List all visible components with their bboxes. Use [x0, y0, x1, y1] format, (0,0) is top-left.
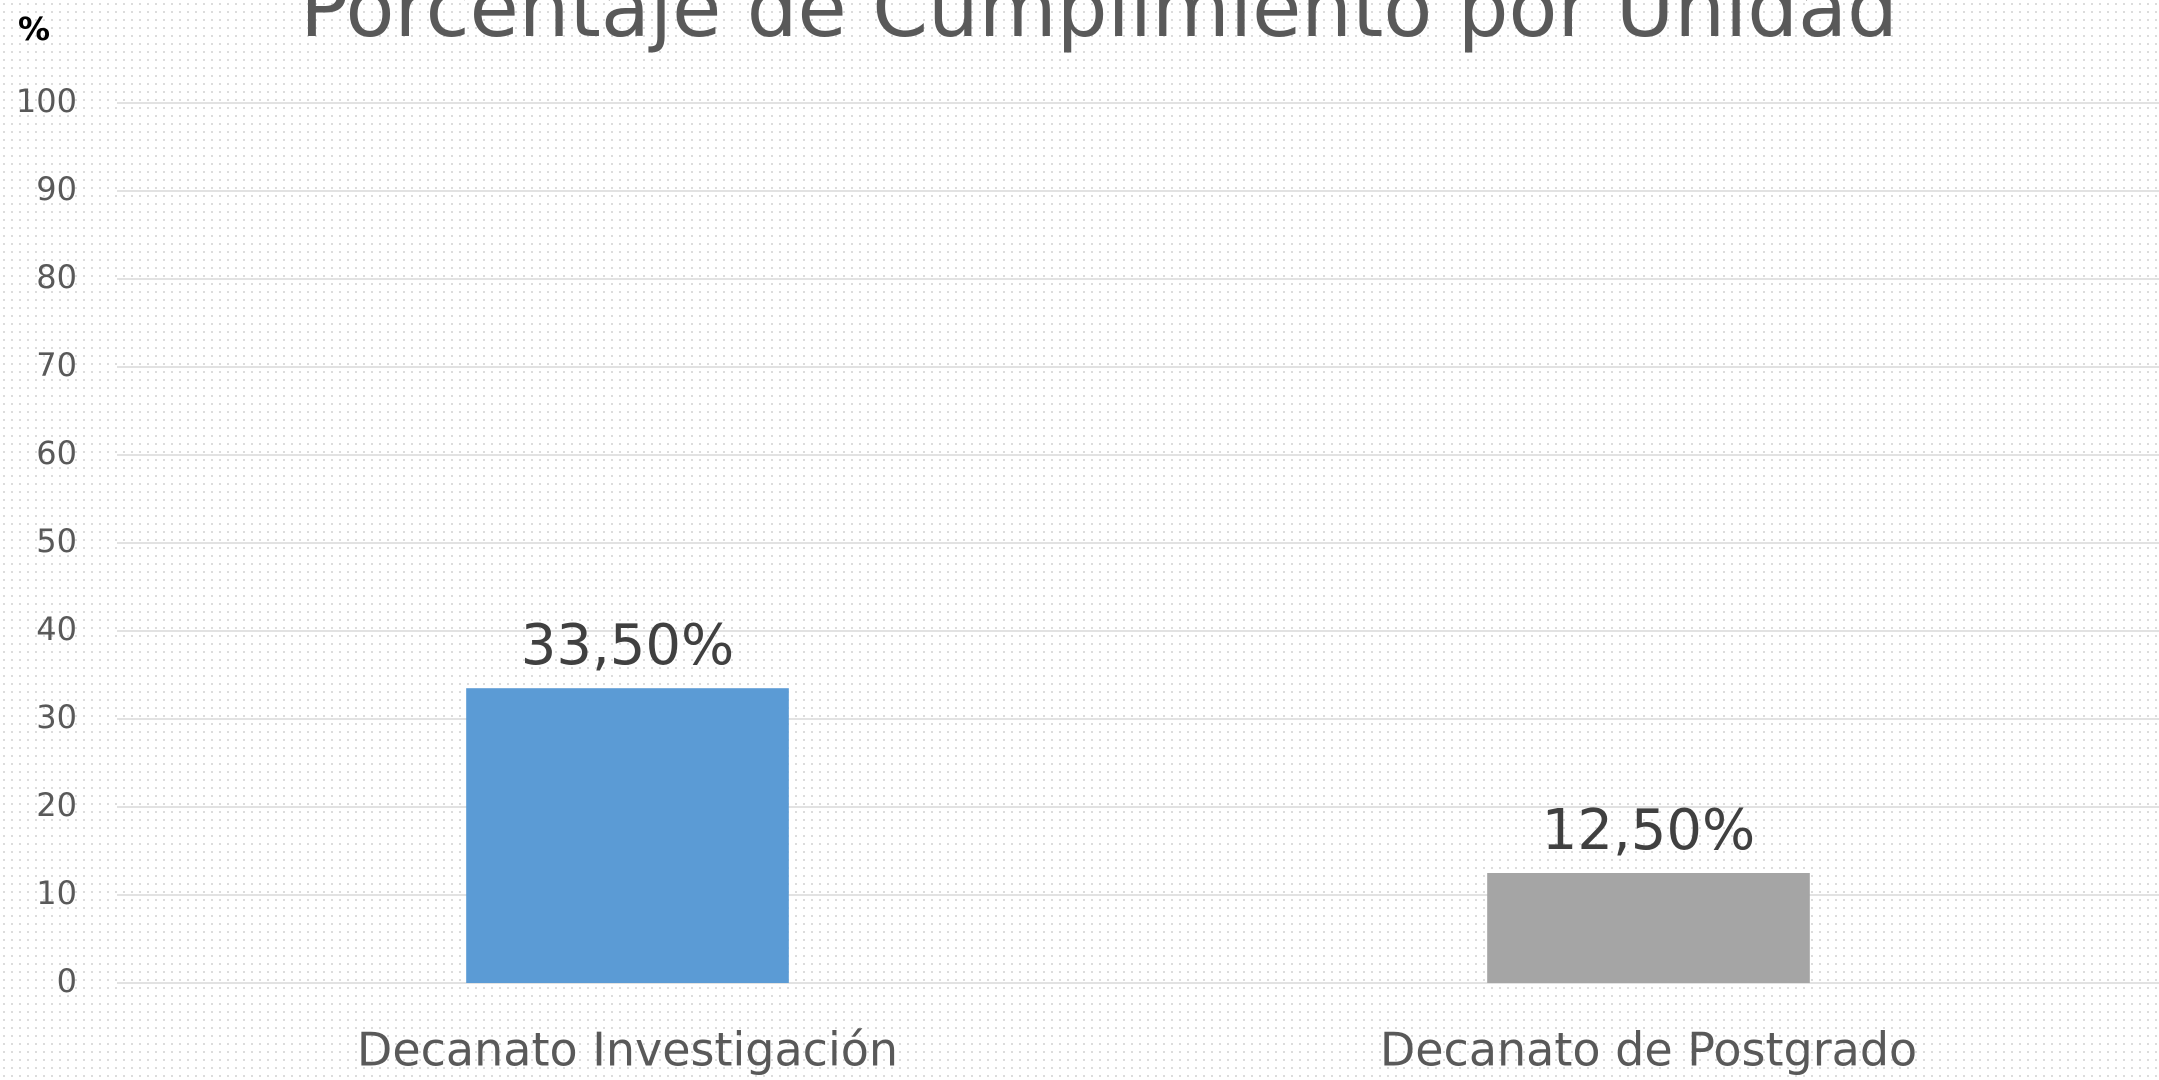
- x-tick-label: Decanato de Postgrado: [1380, 1023, 1917, 1077]
- y-tick-label: 100: [16, 82, 77, 120]
- y-tick-label: 90: [36, 170, 77, 208]
- x-tick-label: Decanato Investigación: [357, 1023, 898, 1077]
- y-axis-label: %: [18, 10, 50, 48]
- y-tick-label: 80: [36, 258, 77, 296]
- y-tick-label: 30: [36, 698, 77, 736]
- y-tick-label: 50: [36, 522, 77, 560]
- y-tick-label: 70: [36, 346, 77, 384]
- data-label: 12,50%: [1542, 798, 1756, 863]
- bar: [466, 688, 789, 983]
- y-tick-label: 40: [36, 610, 77, 648]
- bar: [1487, 873, 1810, 983]
- y-tick-label: 20: [36, 786, 77, 824]
- chart-title: Porcentaje de Cumplimiento por Unidad: [300, 0, 1898, 55]
- y-tick-label: 10: [36, 874, 77, 912]
- y-tick-label: 0: [57, 962, 77, 1000]
- y-tick-label: 60: [36, 434, 77, 472]
- data-label: 33,50%: [521, 613, 735, 678]
